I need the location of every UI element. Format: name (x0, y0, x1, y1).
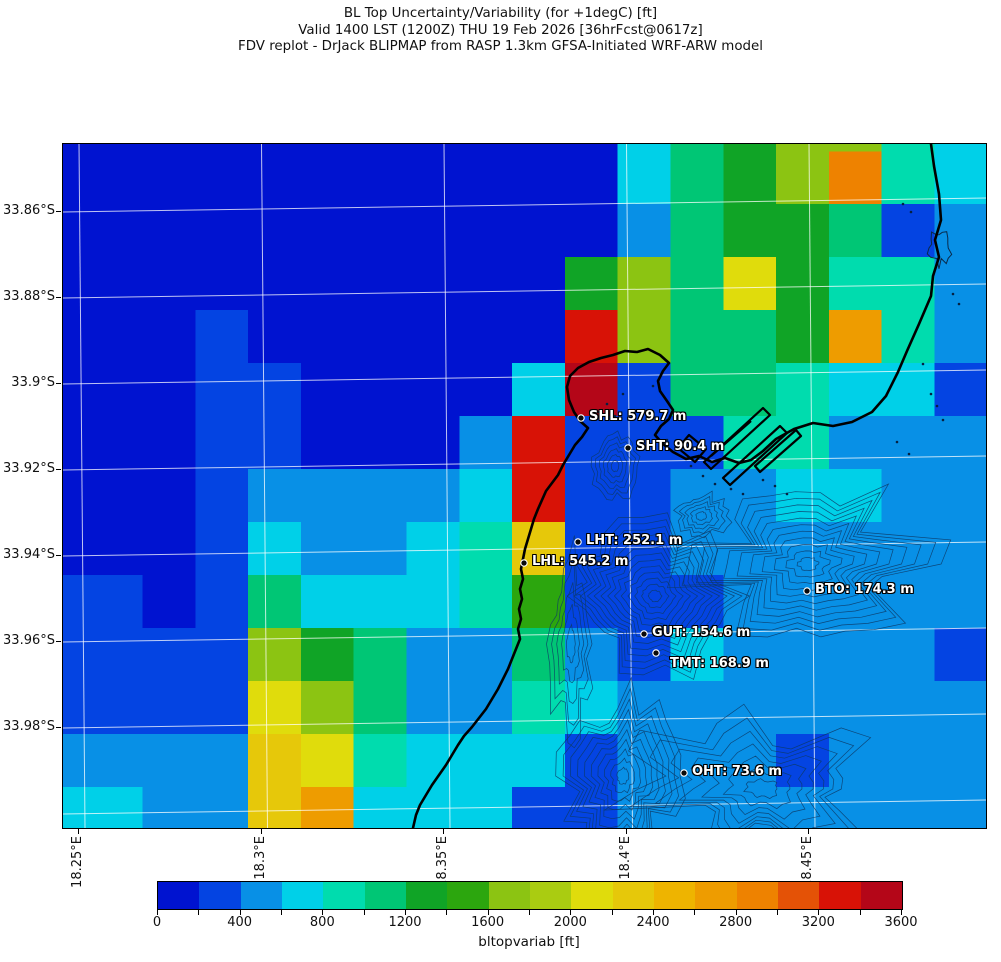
terrain-contours (546, 430, 952, 828)
coastline (411, 144, 943, 828)
title-line-2: Valid 1400 LST (1200Z) THU 19 Feb 2026 [… (298, 22, 703, 38)
colorbar-tick-mark (405, 910, 406, 915)
colorbar-tick-label: 3200 (801, 915, 835, 930)
colorbar-tick-mark (818, 910, 820, 915)
colorbar-tick-mark (901, 910, 902, 915)
colorbar-tick-mark (611, 910, 613, 915)
colorbar-segment (571, 882, 613, 909)
colorbar-segment (240, 882, 282, 909)
station-label-LHT: LHT: 252.1 m (586, 533, 683, 548)
colorbar-segment (529, 882, 572, 909)
lat-tick-label: 33.94°S (3, 547, 55, 562)
map-plot-area: SHL: 579.7 m SHT: 90.4 m LHT: 252.1 m LHL: … (62, 143, 987, 829)
colorbar-segment (777, 882, 820, 909)
lat-tick-mark (56, 555, 61, 556)
lat-tick-mark (56, 211, 61, 212)
lon-tick-mark (260, 829, 262, 834)
colorbar-segment (819, 882, 861, 909)
lat-tick-mark (56, 469, 61, 470)
station-label-SHL: SHL: 579.7 m (589, 409, 687, 424)
lon-tick-mark (443, 829, 444, 834)
lon-tick-label: 18.3°E (252, 836, 268, 880)
station-label-GUT: GUT: 154.6 m (652, 625, 751, 640)
colorbar-tick-mark (322, 910, 324, 915)
lon-tick-mark (78, 829, 79, 834)
station-label-LHL: LHL: 545.2 m (532, 554, 629, 569)
lon-tick-label: 18.4°E (617, 836, 633, 880)
colorbar-tick-mark (281, 910, 282, 915)
colorbar-tick-label: 1200 (388, 915, 422, 930)
colorbar-segment (364, 882, 406, 909)
colorbar-tick-label: 800 (309, 915, 335, 930)
colorbar-segment (736, 882, 778, 909)
station-label-OHT: OHT: 73.6 m (692, 764, 782, 779)
colorbar-tick-mark (157, 910, 158, 915)
station-label-BTO: BTO: 174.3 m (815, 582, 914, 597)
colorbar-segment (405, 882, 448, 909)
colorbar-tick-mark (570, 910, 572, 915)
colorbar-axis-label: bltopvariab [ft] (478, 934, 580, 950)
raster-cells (63, 144, 986, 828)
title-line-1: BL Top Uncertainty/Variability (for +1de… (343, 6, 658, 21)
colorbar-tick-label: 400 (227, 915, 253, 930)
colorbar-tick-mark (487, 910, 489, 915)
colorbar-tick-mark (859, 910, 861, 915)
colorbar-tick-mark (777, 910, 778, 915)
colorbar-segment (488, 882, 530, 909)
colorbar-tick-label: 3600 (884, 915, 918, 930)
lat-tick-label: 33.98°S (3, 719, 55, 734)
colorbar-tick-mark (694, 910, 696, 915)
colorbar-tick-label: 2000 (553, 915, 587, 930)
colorbar-segment (447, 882, 489, 909)
colorbar-tick-label: 1600 (471, 915, 505, 930)
lat-tick-label: 33.96°S (3, 633, 55, 648)
colorbar-segment (860, 882, 902, 909)
lat-tick-label: 33.9°S (11, 375, 55, 390)
colorbar-tick-mark (529, 910, 530, 915)
gridlines (63, 144, 986, 828)
station-label-SHT: SHT: 90.4 m (636, 439, 725, 454)
map-canvas (63, 144, 986, 828)
lat-tick-label: 33.88°S (3, 289, 55, 304)
lat-tick-mark (56, 641, 61, 642)
colorbar-tick-mark (363, 910, 365, 915)
colorbar-tick-label: 2400 (636, 915, 670, 930)
title-line-3: FDV replot - DrJack BLIPMAP from RASP 1.… (238, 39, 763, 54)
colorbar-segment (695, 882, 737, 909)
lat-tick-mark (56, 383, 61, 384)
lon-tick-mark (625, 829, 627, 834)
colorbar-tick-mark (198, 910, 200, 915)
colorbar-segment (158, 882, 200, 909)
lat-tick-mark (56, 297, 61, 298)
colorbar-tick-mark (653, 910, 654, 915)
colorbar-tick-mark (239, 910, 241, 915)
colorbar (157, 881, 903, 910)
harbor-piers (676, 406, 803, 487)
lat-tick-label: 33.92°S (3, 461, 55, 476)
station-label-TMT: TMT: 168.9 m (670, 656, 769, 671)
lat-tick-mark (56, 727, 61, 728)
islet-specks (597, 202, 961, 496)
colorbar-segment (612, 882, 654, 909)
colorbar-segment (199, 882, 241, 909)
colorbar-tick-mark (446, 910, 448, 915)
colorbar-tick-mark (735, 910, 737, 915)
plot-title: BL Top Uncertainty/Variability (for +1de… (0, 6, 1001, 56)
lon-tick-label: 18.25°E (70, 836, 85, 888)
colorbar-tick-label: 0 (152, 915, 162, 930)
colorbar-segment (653, 882, 696, 909)
colorbar-tick-label: 2800 (719, 915, 753, 930)
lat-tick-label: 33.86°S (3, 203, 55, 218)
island-outline (926, 231, 953, 269)
colorbar-segment (281, 882, 324, 909)
colorbar-segment (323, 882, 365, 909)
station-markers (520, 414, 811, 777)
lon-tick-mark (808, 829, 809, 834)
